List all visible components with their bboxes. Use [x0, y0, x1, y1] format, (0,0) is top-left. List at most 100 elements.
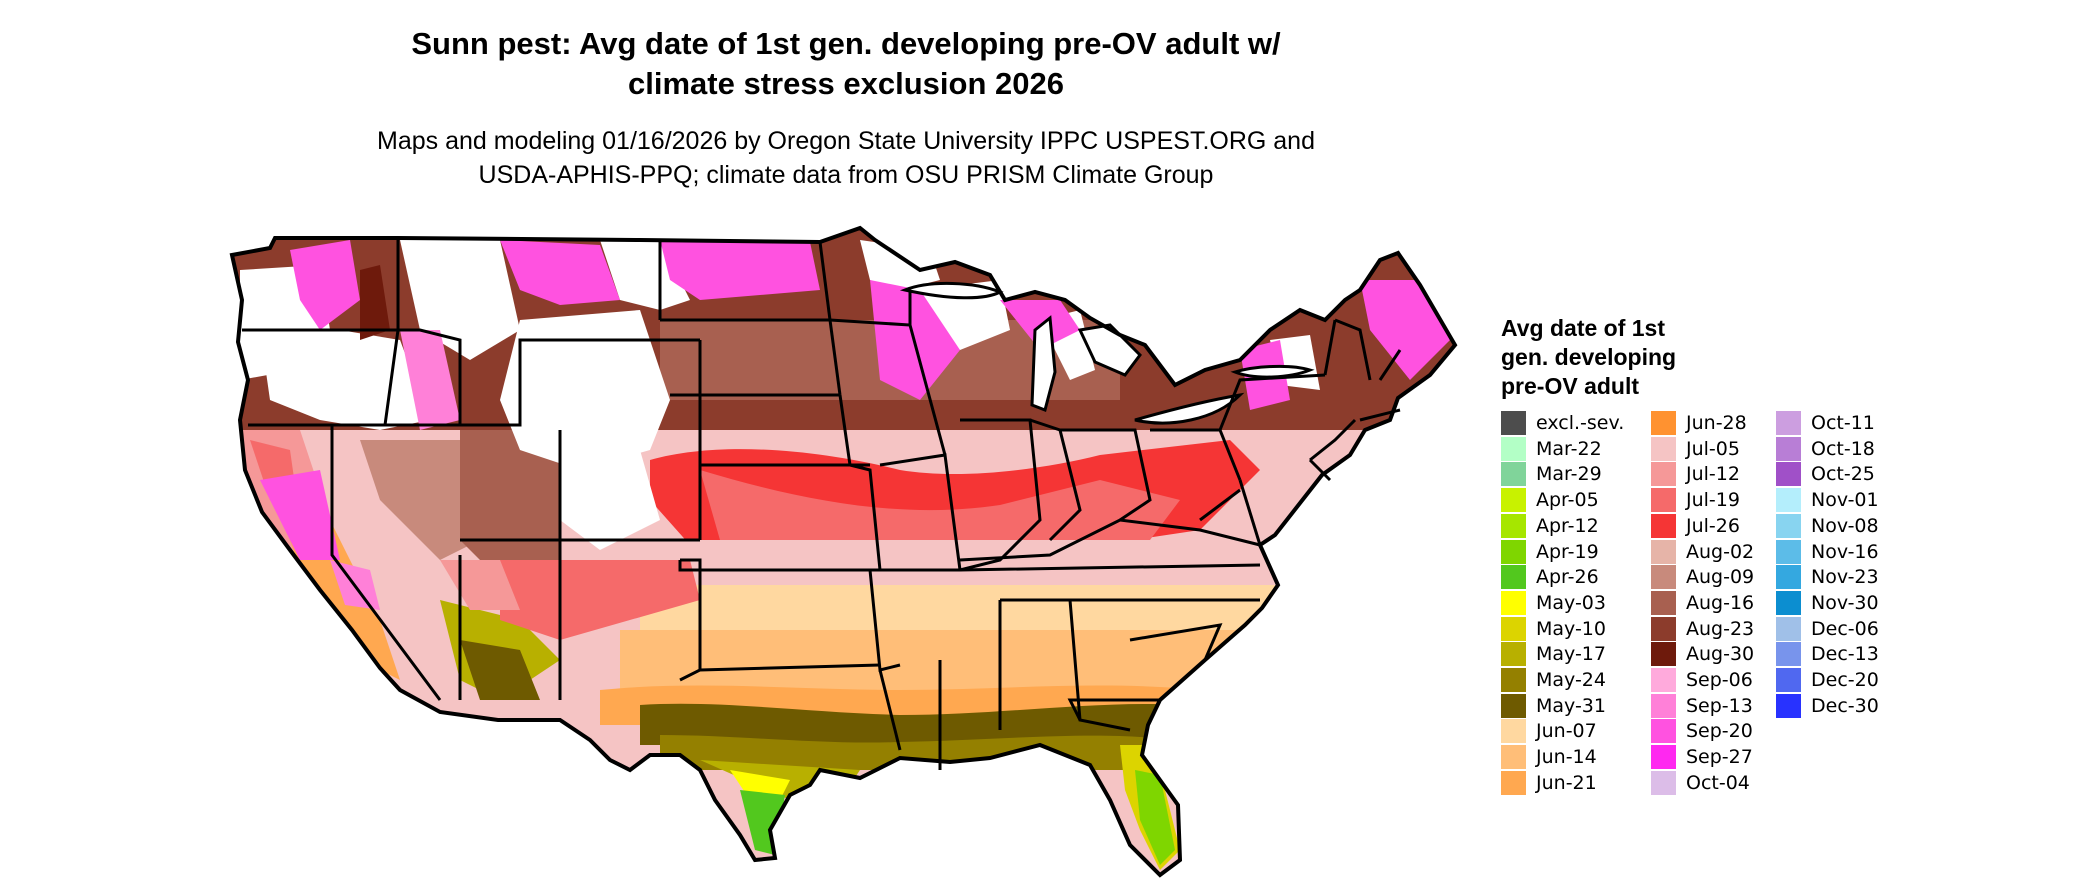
legend-swatch [1651, 436, 1676, 461]
legend-label: Nov-23 [1811, 566, 1879, 589]
legend-item: Jul-12 [1651, 461, 1740, 487]
legend-label: Jun-14 [1536, 746, 1597, 769]
legend-item: Apr-05 [1501, 487, 1599, 513]
legend-item: Sep-06 [1651, 667, 1753, 693]
map-subtitle: Maps and modeling 01/16/2026 by Oregon S… [0, 124, 1692, 192]
legend-item: Nov-16 [1776, 539, 1879, 565]
legend-item: Jun-07 [1501, 718, 1597, 744]
legend-item: Jul-05 [1651, 436, 1740, 462]
legend-swatch [1651, 745, 1676, 770]
legend-item: Aug-09 [1651, 564, 1754, 590]
map-subtitle-line-2: USDA-APHIS-PPQ; climate data from OSU PR… [478, 161, 1214, 189]
legend-item: Dec-06 [1776, 616, 1879, 642]
legend-label: Jul-19 [1686, 489, 1740, 512]
legend-swatch [1651, 616, 1676, 641]
legend-swatch [1501, 770, 1526, 795]
legend-label: Apr-05 [1536, 489, 1599, 512]
legend-label: Sep-20 [1686, 720, 1753, 743]
legend-swatch [1501, 616, 1526, 641]
legend-label: Aug-09 [1686, 566, 1755, 589]
legend-item: Dec-13 [1776, 641, 1879, 667]
map-title-line-2: climate stress exclusion 2026 [628, 66, 1064, 101]
map-subtitle-line-1: Maps and modeling 01/16/2026 by Oregon S… [377, 127, 1315, 155]
legend-swatch [1501, 590, 1526, 615]
legend-label: Apr-19 [1536, 540, 1599, 563]
legend-swatch [1776, 411, 1801, 435]
legend-item: Oct-18 [1776, 436, 1875, 462]
legend-item: Oct-11 [1776, 410, 1875, 436]
legend-swatch [1651, 770, 1676, 795]
state-boundaries [229, 225, 1458, 878]
legend-item: Sep-27 [1651, 744, 1753, 770]
legend-swatch [1651, 693, 1676, 718]
legend-label: Jul-12 [1686, 463, 1740, 486]
legend-label: Jul-26 [1686, 514, 1740, 537]
legend-swatch [1776, 616, 1801, 641]
legend-label: Jun-21 [1536, 771, 1597, 794]
legend-item: Apr-19 [1501, 539, 1599, 565]
legend-swatch [1651, 539, 1676, 564]
legend-swatch [1501, 488, 1526, 513]
legend-label: Aug-16 [1686, 591, 1755, 614]
legend-item: Dec-30 [1776, 693, 1879, 719]
legend-item: Apr-26 [1501, 564, 1599, 590]
legend-label: Jun-07 [1536, 720, 1597, 743]
legend-swatch [1776, 565, 1801, 590]
legend-swatch [1501, 642, 1526, 667]
legend-item: Sep-20 [1651, 718, 1753, 744]
legend-swatch [1651, 513, 1676, 538]
legend-swatch [1501, 565, 1526, 590]
legend-label: Dec-20 [1811, 669, 1879, 691]
legend-label: Oct-04 [1686, 771, 1750, 794]
legend-item: Jul-19 [1651, 487, 1740, 513]
legend-item: Sep-13 [1651, 693, 1753, 719]
legend-item: Nov-01 [1776, 487, 1879, 513]
legend-label: May-10 [1536, 617, 1606, 640]
legend-label: Sep-06 [1686, 669, 1753, 691]
legend-swatch [1776, 693, 1801, 718]
legend-label: Sep-13 [1686, 694, 1753, 717]
us-map [229, 225, 1458, 878]
legend-label: Mar-29 [1536, 463, 1602, 486]
legend-item: Aug-02 [1651, 539, 1754, 565]
legend-item: Apr-12 [1501, 513, 1599, 539]
legend-label: Aug-23 [1686, 617, 1755, 640]
legend-item: Oct-25 [1776, 461, 1875, 487]
legend-item: May-10 [1501, 616, 1606, 642]
legend-item: Dec-20 [1776, 667, 1879, 693]
legend-item: Jun-28 [1651, 410, 1747, 436]
legend-item: Jun-14 [1501, 744, 1597, 770]
legend-label: May-03 [1536, 591, 1606, 614]
legend-swatch [1501, 411, 1526, 435]
legend-swatch [1776, 462, 1801, 487]
legend-swatch [1501, 462, 1526, 487]
map-raster [232, 230, 1455, 875]
legend-label: Mar-22 [1536, 437, 1602, 460]
legend-item: May-24 [1501, 667, 1606, 693]
legend-swatch [1501, 668, 1526, 692]
legend-label: Dec-13 [1811, 643, 1879, 666]
legend-swatch [1501, 436, 1526, 461]
legend-swatch [1501, 719, 1526, 744]
legend-swatch [1501, 539, 1526, 564]
legend-swatch [1651, 411, 1676, 435]
legend-swatch [1501, 693, 1526, 718]
legend-swatch [1776, 668, 1801, 692]
legend-title: Avg date of 1st gen. developing pre-OV a… [1501, 314, 1761, 401]
legend-item: Jun-21 [1501, 770, 1597, 796]
legend-swatch [1776, 488, 1801, 513]
legend-label: Oct-18 [1811, 437, 1875, 460]
legend-item: Nov-08 [1776, 513, 1879, 539]
legend-label: Apr-12 [1536, 514, 1599, 537]
legend-label: Nov-30 [1811, 591, 1879, 614]
legend-title-line-3: pre-OV adult [1501, 373, 1640, 399]
legend-item: May-03 [1501, 590, 1606, 616]
legend-label: Jun-28 [1686, 412, 1747, 434]
legend-swatch [1776, 436, 1801, 461]
legend-label: Oct-25 [1811, 463, 1875, 486]
legend-item: Aug-30 [1651, 641, 1754, 667]
legend-swatch [1776, 539, 1801, 564]
legend-swatch [1776, 513, 1801, 538]
legend-item: Aug-23 [1651, 616, 1754, 642]
legend-item: Nov-23 [1776, 564, 1879, 590]
